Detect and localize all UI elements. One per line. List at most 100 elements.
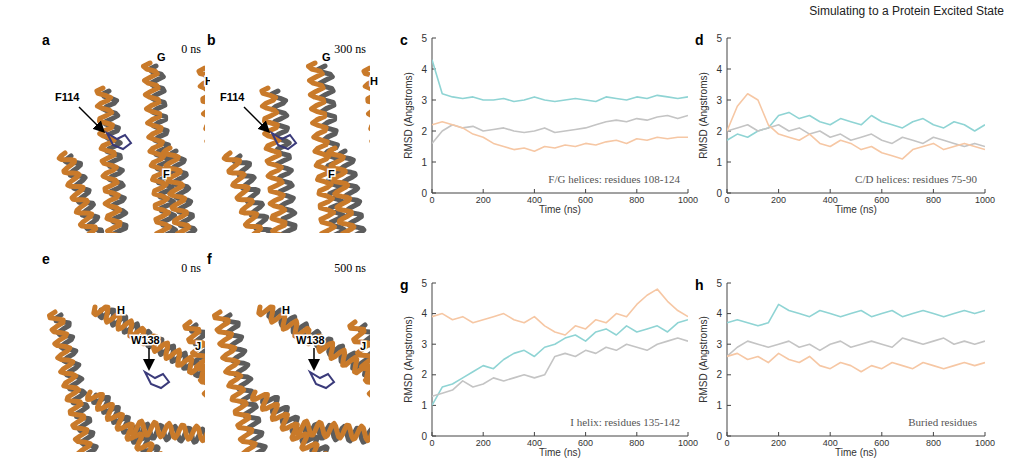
y-tick [727, 313, 731, 314]
y-tick-label: 5 [421, 33, 427, 44]
structure-label: W138 [131, 334, 160, 346]
y-tick [727, 283, 731, 284]
x-tick-label: 1000 [678, 195, 698, 205]
y-tick-label: 3 [421, 95, 427, 106]
y-axis-title: RMSD (Angstroms) [403, 316, 414, 403]
x-tick [881, 189, 882, 193]
panel-letter: f [207, 251, 212, 267]
panel-annotation: Buried residues [908, 416, 977, 428]
y-tick [727, 162, 731, 163]
x-tick [585, 432, 586, 436]
plot-lines [432, 289, 688, 405]
x-tick [727, 432, 728, 436]
x-tick [534, 189, 535, 193]
helix-ribbon [329, 148, 356, 233]
structure-label: J [195, 340, 201, 352]
plot-lines [432, 60, 688, 151]
rmsd-line [432, 289, 688, 335]
panel-letter: a [42, 32, 50, 48]
x-axis-line [727, 436, 985, 437]
x-axis-line [432, 193, 688, 194]
panel-letter: g [400, 277, 409, 293]
rmsd-line [727, 353, 985, 371]
structure-label: G [322, 51, 331, 63]
time-label: 300 ns [334, 42, 366, 56]
x-tick [778, 432, 779, 436]
y-tick-label: 0 [421, 188, 427, 199]
x-tick [830, 189, 831, 193]
y-tick [432, 374, 436, 375]
y-tick [727, 405, 731, 406]
x-tick [534, 432, 535, 436]
x-tick [432, 432, 433, 436]
y-axis-title: RMSD (Angstroms) [403, 72, 414, 159]
x-tick [688, 432, 689, 436]
y-tick [727, 436, 731, 437]
x-tick-label: 800 [926, 438, 941, 448]
protein-image [45, 252, 205, 452]
rmsd-line [432, 122, 688, 151]
y-tick [432, 313, 436, 314]
y-axis-line [727, 283, 728, 436]
y-tick-label: 0 [421, 431, 427, 442]
helix-ribbon [364, 68, 370, 217]
x-tick-label: 800 [629, 438, 644, 448]
y-tick-label: 5 [421, 278, 427, 289]
y-tick-label: 4 [716, 64, 722, 75]
structure-label: J [360, 340, 366, 352]
helix-ribbon [50, 312, 91, 452]
y-tick-label: 1 [716, 400, 722, 411]
y-tick-label: 2 [421, 369, 427, 380]
y-tick-label: 3 [716, 95, 722, 106]
y-tick-label: 2 [716, 369, 722, 380]
y-tick-label: 2 [421, 126, 427, 137]
rmsd-line [432, 320, 688, 406]
y-tick [432, 38, 436, 39]
y-tick [727, 69, 731, 70]
x-tick-label: 200 [476, 195, 491, 205]
y-tick [432, 162, 436, 163]
helix-ribbon [215, 312, 256, 452]
x-tick-label: 200 [771, 438, 786, 448]
structure-label: G [157, 51, 166, 63]
structure-label: F [328, 168, 335, 180]
helix-ribbon [56, 315, 97, 452]
time-label: 0 ns [181, 261, 201, 275]
panel-letter: d [695, 32, 704, 48]
y-axis-line [727, 38, 728, 193]
y-tick [727, 193, 731, 194]
rmsd-line [432, 60, 688, 102]
y-tick-label: 1 [716, 157, 722, 168]
y-tick [432, 436, 436, 437]
x-tick-label: 0 [724, 195, 729, 205]
helix-ribbon [224, 153, 265, 233]
x-tick [985, 189, 986, 193]
y-tick-label: 5 [716, 33, 722, 44]
chart-panel: c01234502004006008001000Time (ns)RMSD (A… [400, 32, 698, 215]
y-axis-line [432, 283, 433, 436]
rmsd-line [432, 338, 688, 396]
panel-letter: c [400, 32, 408, 48]
pointer-arrow [148, 348, 150, 368]
x-tick [636, 432, 637, 436]
y-axis-title: RMSD (Angstroms) [698, 316, 709, 403]
rmsd-line [727, 125, 985, 147]
structure-label: H [282, 304, 290, 316]
panel-annotation: F/G helices: residues 108-124 [548, 173, 680, 185]
x-tick [727, 189, 728, 193]
x-tick-label: 800 [926, 195, 941, 205]
structure-label: H [117, 304, 125, 316]
pointer-arrow [313, 348, 315, 368]
rmsd-line [727, 94, 985, 159]
x-tick-label: 0 [429, 195, 434, 205]
helix-ribbon [164, 148, 191, 233]
structure-label: F [163, 168, 170, 180]
plot-lines [727, 94, 985, 159]
time-label: 500 ns [334, 261, 366, 275]
chart-panel: d01234502004006008001000Time (ns)RMSD (A… [695, 32, 995, 215]
x-axis-title: Time (ns) [539, 447, 581, 458]
y-tick-label: 0 [716, 431, 722, 442]
y-tick [432, 100, 436, 101]
helix-ribbon [199, 68, 205, 217]
y-tick-label: 1 [421, 400, 427, 411]
